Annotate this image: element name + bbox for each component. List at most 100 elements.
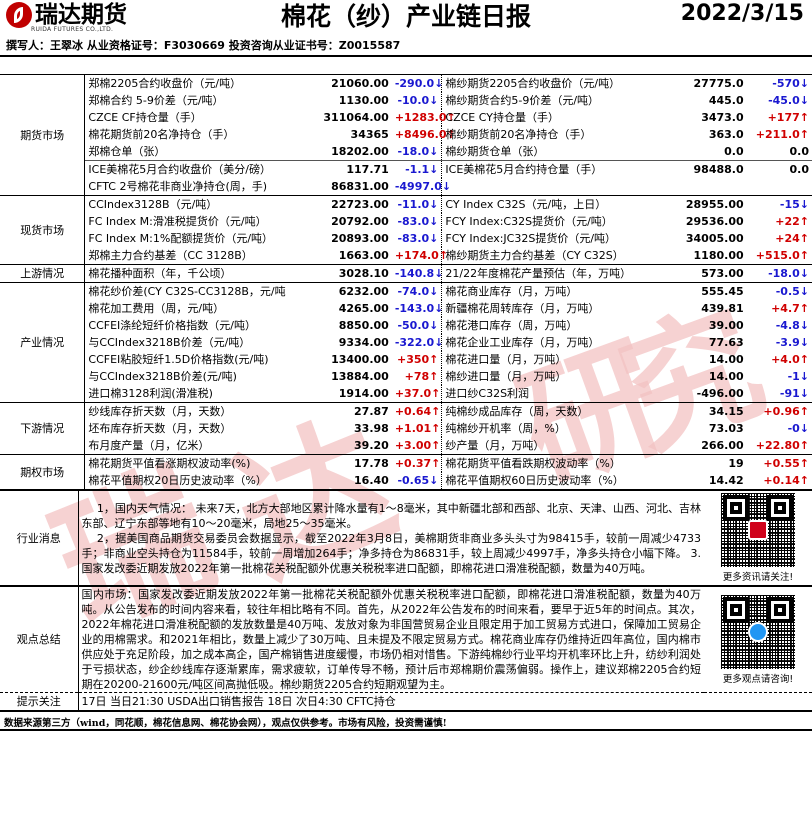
change-value-left: -18.0↓ xyxy=(397,145,439,158)
indicator-name-right: FCY Index:JC32S提货价（元/吨） xyxy=(441,230,669,247)
qr-code-icon[interactable] xyxy=(720,492,796,568)
latest-value-right: 363.0 xyxy=(708,128,744,141)
change-value-left: -83.0↓ xyxy=(397,215,439,228)
latest-value-left: 16.40 xyxy=(354,474,389,487)
latest-value-left: 8850.00 xyxy=(338,319,389,332)
change-value-right: 0.0 xyxy=(746,160,812,178)
indicator-name-right: 棉纱期货主力合约基差（CY C32S） xyxy=(441,247,669,265)
change-value-left: -4997.0↓ xyxy=(394,180,452,193)
tip-row: 提示关注 17日 当日21:30 USDA出口销售报告 18日 次日4:30 C… xyxy=(0,692,812,710)
latest-value-right: 0.0 xyxy=(724,145,744,158)
view-summary-text: 国内市场：国家发改委近期发放2022年第一批棉花关税配额外优惠关税税率进口配额，… xyxy=(81,588,702,691)
category-cell: 期货市场 xyxy=(0,74,86,196)
indicator-name-right: 棉纱进口量（月，万吨） xyxy=(441,368,669,385)
indicator-name-left: 布月度产量（月，亿米） xyxy=(88,439,210,452)
change-value-left: -83.0↓ xyxy=(397,232,439,245)
table-row: 棉花平值期权20日历史波动率（%） 16.40 -0.65↓ 棉花平值期权60日历史波… xyxy=(0,472,812,489)
indicator-name-right: 棉纱期货前20名净持仓（手） xyxy=(441,126,669,143)
change-value-left: -143.0↓ xyxy=(394,302,444,315)
indicator-name-right: 纯棉纱成品库存（周，天数） xyxy=(441,402,669,420)
latest-value-left: 117.71 xyxy=(313,160,392,178)
category-cell: 期权市场 xyxy=(0,454,86,489)
data-table: 项目类别 数据指标 最新 环比 数据指标 最新 环比 期货市场 郑棉2205合约收… xyxy=(0,57,812,489)
latest-value-right: 445.0 xyxy=(708,94,744,107)
change-value-right: +177↑ xyxy=(767,111,809,124)
latest-value-right: 34.15 xyxy=(668,402,747,420)
indicator-name-right: 棉花进口量（月，万吨） xyxy=(441,351,669,368)
document-header: 瑞达期货 RUIDA FUTURES CO.,LTD. 棉花（纱）产业链日报 2… xyxy=(0,0,812,36)
col-latest-right: 最新 xyxy=(696,59,719,72)
latest-value-right: 29536.00 xyxy=(685,215,744,228)
change-value-right: -0↓ xyxy=(787,422,809,435)
latest-value-right: -496.00 xyxy=(696,387,744,400)
change-value-left: -0.65↓ xyxy=(397,474,439,487)
change-value-left: -11.0↓ xyxy=(391,195,442,213)
indicator-name-right: 纱产量（月，万吨） xyxy=(441,437,669,455)
table-row: 下游情况 纱线库存折天数（月，天数） 27.87 +0.64↑ 纯棉纱成品库存（周，天数… xyxy=(0,402,812,455)
latest-value-left: 22723.00 xyxy=(313,195,392,213)
change-value-right: +0.14↑ xyxy=(763,474,809,487)
col-indicator-left: 数据指标 xyxy=(177,59,222,72)
tip-text: 17日 当日21:30 USDA出口销售报告 18日 次日4:30 CFTC持仓 xyxy=(81,695,396,708)
qr-center-logo-icon xyxy=(748,520,768,540)
change-value-right: -91↓ xyxy=(779,387,809,400)
table-row: 期权市场 棉花期货平值看涨期权波动率(%) 17.78 +0.37↑ 棉花期货平值看跌期… xyxy=(0,454,812,489)
indicator-name-left: 进口棉3128利润(滑准税) xyxy=(88,387,213,400)
latest-value-left: 86831.00 xyxy=(331,180,389,193)
change-value-right: -4.8↓ xyxy=(775,319,809,332)
indicator-name-right: CY Index C32S（元/吨，上日） xyxy=(441,195,669,213)
table-row: 棉花加工费用（周，元/吨） 4265.00 -143.0↓ 新疆棉花周转库存（月，万吨… xyxy=(0,300,812,317)
indicator-name-left: 棉花期货平值看涨期权波动率(%) xyxy=(84,454,314,472)
latest-value-right: 1180.00 xyxy=(693,249,744,262)
change-value-right: +4.7↑ xyxy=(771,302,809,315)
indicator-name-right: 21/22年度棉花产量预估（年，万吨） xyxy=(441,264,669,283)
indicator-name-left: 棉花纱价差(CY C32S-CC3128B，元/吨 xyxy=(84,282,314,300)
news-paragraph-2: 2，据美国商品期货交易委员会数据显示，截至2022年3月8日，美棉期货非商业多头… xyxy=(81,531,702,575)
qr-code-icon[interactable] xyxy=(720,593,796,670)
latest-value-right: 14.42 xyxy=(708,474,744,487)
indicator-name-left: CCIndex3128B（元/吨） xyxy=(84,195,314,213)
indicator-name-right xyxy=(441,178,669,196)
latest-value-right: 73.03 xyxy=(708,422,744,435)
change-value-right: +22↑ xyxy=(775,215,809,228)
change-value-right: -3.9↓ xyxy=(775,336,809,349)
category-cell: 下游情况 xyxy=(0,402,86,455)
col-change-right: 环比 xyxy=(768,59,791,72)
change-value-left: +8496.0↑ xyxy=(394,128,456,141)
category-cell: 产业情况 xyxy=(0,282,86,403)
news-qr-cell[interactable]: 更多资讯请关注! xyxy=(704,490,812,586)
indicator-name-left: 棉花平值期权20日历史波动率（%） xyxy=(88,474,267,487)
change-value-right: -570↓ xyxy=(746,74,812,92)
commentary-table: 行业消息 1，国内天气情况： 未来7天，北方大部地区累计降水量有1～8毫米，其中… xyxy=(0,489,812,710)
latest-value-right: 77.63 xyxy=(708,336,744,349)
table-row: CZCE CF持仓量（手） 311064.00 +1283.0↑ CZCE CY持仓量… xyxy=(0,109,812,126)
company-name-en: RUIDA FUTURES CO.,LTD. xyxy=(31,26,114,33)
latest-value-left: 34365 xyxy=(350,128,389,141)
indicator-name-right: ICE美棉花5月合约持仓量（手） xyxy=(441,160,669,178)
latest-value-left: 311064.00 xyxy=(323,111,389,124)
indicator-name-right: 棉纱期货合约5-9价差（元/吨） xyxy=(441,92,669,109)
indicator-name-left: 与CCIndex3218B价差(元/吨) xyxy=(88,370,237,383)
latest-value-left: 4265.00 xyxy=(338,302,389,315)
page-title: 棉花（纱）产业链日报 xyxy=(280,2,531,31)
category-cell: 现货市场 xyxy=(0,195,86,265)
latest-value-right: 34005.00 xyxy=(685,232,744,245)
change-value-left: +37.0↑ xyxy=(394,387,441,400)
change-value-right: +24↑ xyxy=(775,232,809,245)
industry-news-row: 行业消息 1，国内天气情况： 未来7天，北方大部地区累计降水量有1～8毫米，其中… xyxy=(0,490,812,586)
table-row: 现货市场 CCIndex3128B（元/吨） 22723.00 -11.0↓ CY In… xyxy=(0,195,812,265)
change-value-left: +1.01↑ xyxy=(394,422,441,435)
change-value-left: -74.0↓ xyxy=(391,282,442,300)
change-value-right: -1↓ xyxy=(787,370,809,383)
indicator-name-right: 棉花港口库存（周，万吨） xyxy=(441,317,669,334)
latest-value-right: 573.00 xyxy=(668,264,747,283)
indicator-name-right: 棉花平值期权60日历史波动率（%） xyxy=(441,472,669,489)
latest-value-right: 98488.0 xyxy=(668,160,747,178)
change-value-left: +3.00↑ xyxy=(394,439,441,452)
latest-value-left: 18202.00 xyxy=(331,145,389,158)
change-value-left: -1.1↓ xyxy=(391,160,442,178)
change-value-left: +0.64↑ xyxy=(391,402,442,420)
table-row: 进口棉3128利润(滑准税) 1914.00 +37.0↑ 进口纱C32S利润 -496… xyxy=(0,385,812,403)
view-qr-cell[interactable]: 更多观点请咨询! xyxy=(704,586,812,693)
col-change-left: 环比 xyxy=(405,59,428,72)
